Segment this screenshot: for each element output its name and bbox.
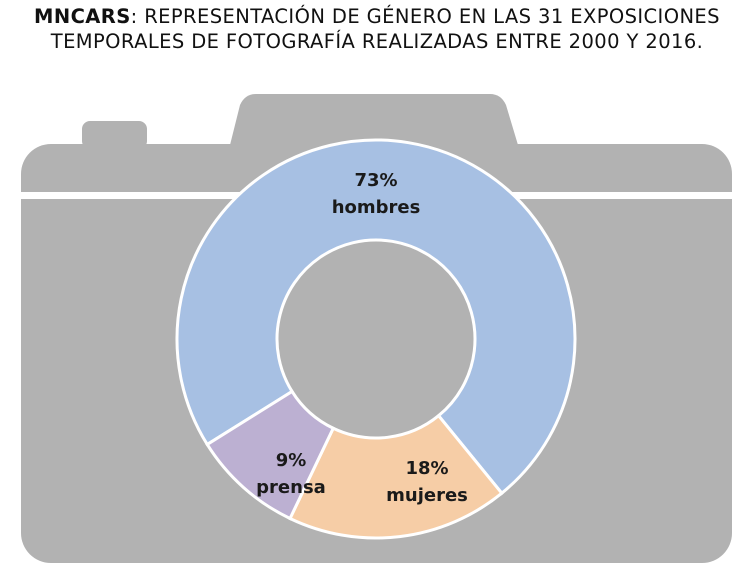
- slice-name-label-prensa: prensa: [256, 477, 326, 498]
- donut-labels: 73% hombres 18% mujeres 9% prensa: [256, 170, 468, 506]
- title-line-1-text: REPRESENTACIÓN DE GÉNERO EN LAS 31 EXPOS…: [137, 5, 720, 28]
- camera-viewfinder-bump: [230, 94, 518, 145]
- title-line-2: TEMPORALES DE FOTOGRAFÍA REALIZADAS ENTR…: [50, 30, 704, 53]
- slice-name-label-mujeres: mujeres: [386, 485, 468, 506]
- title-brand: MNCARS: [34, 5, 131, 28]
- donut-slices: [175, 138, 577, 540]
- slice-prensa: [205, 389, 336, 521]
- slice-pct-label-hombres: 73%: [354, 170, 397, 191]
- slice-name-label-hombres: hombres: [332, 197, 421, 218]
- title-separator: :: [130, 5, 138, 28]
- title-line-1: MNCARS: REPRESENTACIÓN DE GÉNERO EN LAS …: [0, 4, 754, 29]
- slice-pct-label-prensa: 9%: [276, 450, 307, 471]
- slice-hombres: [175, 138, 577, 496]
- chart-title: MNCARS: REPRESENTACIÓN DE GÉNERO EN LAS …: [0, 4, 754, 54]
- slice-mujeres: [288, 413, 504, 540]
- camera-shutter-button: [82, 121, 147, 149]
- slice-pct-label-mujeres: 18%: [405, 458, 448, 479]
